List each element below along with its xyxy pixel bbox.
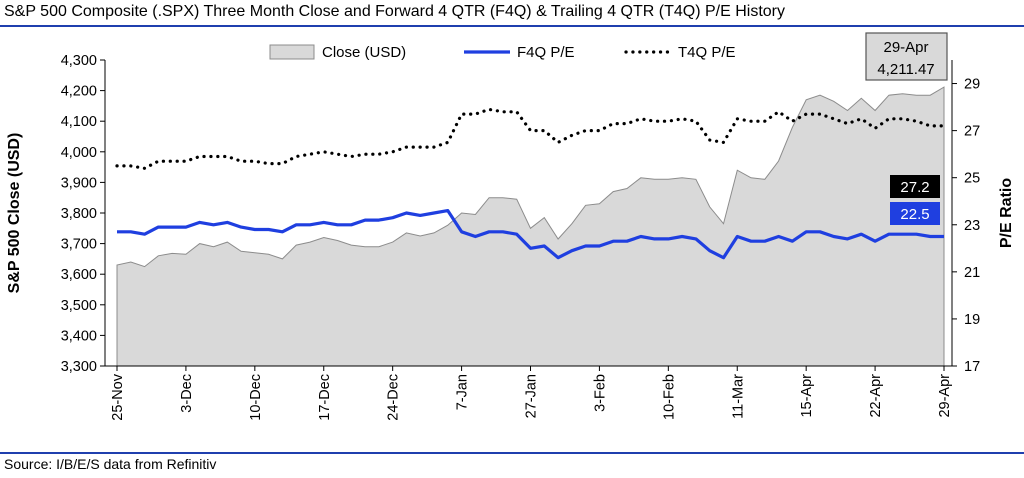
x-tick-label: 17-Dec	[317, 374, 333, 421]
title-rule	[0, 25, 1024, 27]
y-tick-label: 3,300	[61, 359, 97, 375]
series-f4q-line	[117, 209, 944, 260]
y2-tick-label: 29	[964, 77, 980, 93]
y-tick-label: 3,800	[61, 206, 97, 222]
y-axis-title: S&P 500 Close (USD)	[6, 133, 23, 294]
legend-label-t4q: T4Q P/E	[678, 44, 736, 61]
y-tick-label: 3,600	[61, 267, 97, 283]
y-tick-label: 3,400	[61, 328, 97, 344]
series-t4q-line	[115, 107, 946, 170]
y2-tick-label: 23	[964, 218, 980, 234]
legend-label-close: Close (USD)	[322, 44, 406, 61]
y2-tick-label: 25	[964, 171, 980, 187]
x-tick-label: 10-Dec	[248, 374, 264, 421]
f4q-last-value: 22.5	[900, 206, 929, 223]
x-tick-label: 29-Apr	[937, 374, 953, 418]
y2-tick-label: 19	[964, 312, 980, 328]
y-tick-label: 3,500	[61, 298, 97, 314]
legend-label-f4q: F4Q P/E	[517, 44, 575, 61]
y-tick-label: 4,100	[61, 114, 97, 130]
y2-axis-title: P/E Ratio	[998, 178, 1015, 248]
x-tick-label: 11-Mar	[730, 374, 746, 419]
x-tick-label: 27-Jan	[524, 374, 540, 418]
y-tick-label: 4,300	[61, 53, 97, 69]
x-tick-label: 3-Feb	[592, 374, 608, 412]
y-tick-label: 3,700	[61, 237, 97, 253]
x-tick-label: 25-Nov	[110, 373, 126, 420]
y2-tick-label: 21	[964, 265, 980, 281]
y-tick-label: 3,900	[61, 175, 97, 191]
last-close-date: 29-Apr	[883, 39, 928, 56]
source-note: Source: I/B/E/S data from Refinitiv	[4, 456, 217, 472]
x-tick-label: 3-Dec	[179, 374, 195, 413]
last-close-callout	[865, 32, 948, 81]
y2-tick-label: 27	[964, 124, 980, 140]
x-tick-label: 24-Dec	[386, 374, 402, 421]
f4q-last-badge	[890, 202, 940, 225]
x-tick-label: 10-Feb	[661, 374, 677, 420]
y2-tick-label: 17	[964, 359, 980, 375]
series-close-area	[116, 86, 945, 367]
last-close-value: 4,211.47	[877, 61, 934, 78]
y-tick-label: 4,200	[61, 84, 97, 100]
t4q-last-badge	[890, 175, 940, 198]
x-tick-label: 7-Jan	[455, 374, 471, 410]
x-tick-label: 22-Apr	[868, 374, 884, 418]
x-tick-label: 15-Apr	[799, 374, 815, 418]
legend-swatch-close	[269, 44, 315, 60]
y-tick-label: 4,000	[61, 145, 97, 161]
t4q-last-value: 27.2	[900, 179, 929, 196]
chart-title: S&P 500 Composite (.SPX) Three Month Clo…	[4, 3, 785, 20]
source-rule	[0, 452, 1024, 454]
